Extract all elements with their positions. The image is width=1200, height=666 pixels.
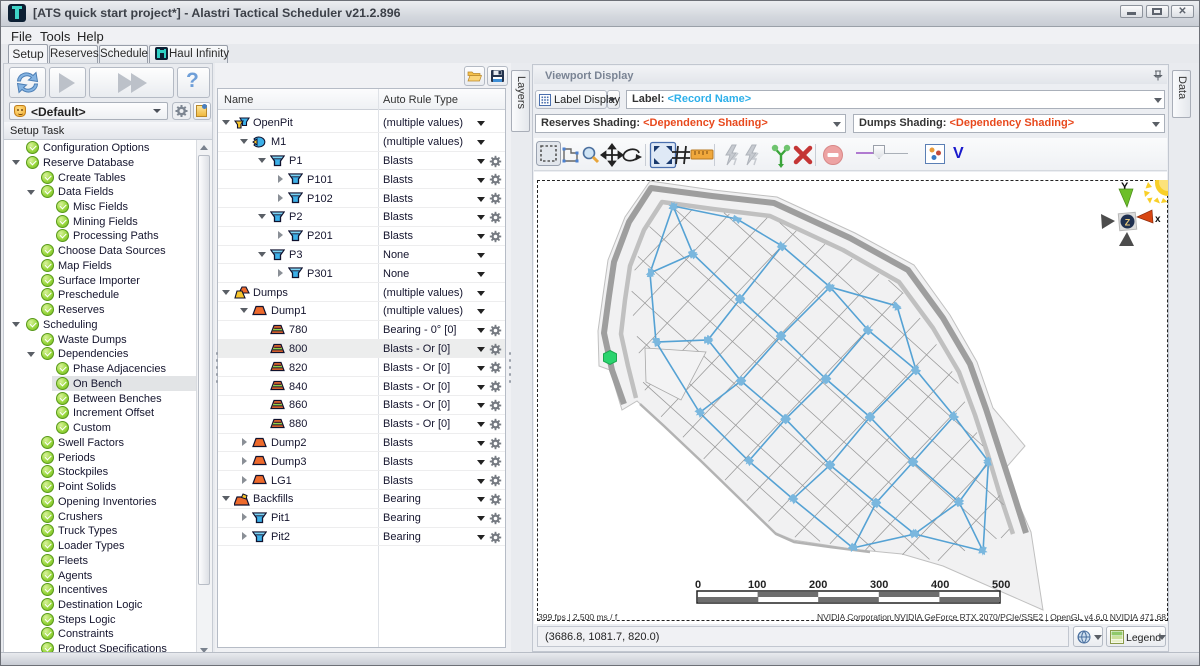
svg-text:0: 0 <box>695 579 701 591</box>
svg-text:Y: Y <box>1121 181 1129 193</box>
svg-text:100: 100 <box>748 579 766 591</box>
svg-text:x: x <box>1155 214 1161 225</box>
svg-text:400: 400 <box>931 579 949 591</box>
svg-text:Z: Z <box>1125 218 1131 228</box>
svg-text:500: 500 <box>992 579 1010 591</box>
svg-text:300: 300 <box>870 579 888 591</box>
svg-text:200: 200 <box>809 579 827 591</box>
